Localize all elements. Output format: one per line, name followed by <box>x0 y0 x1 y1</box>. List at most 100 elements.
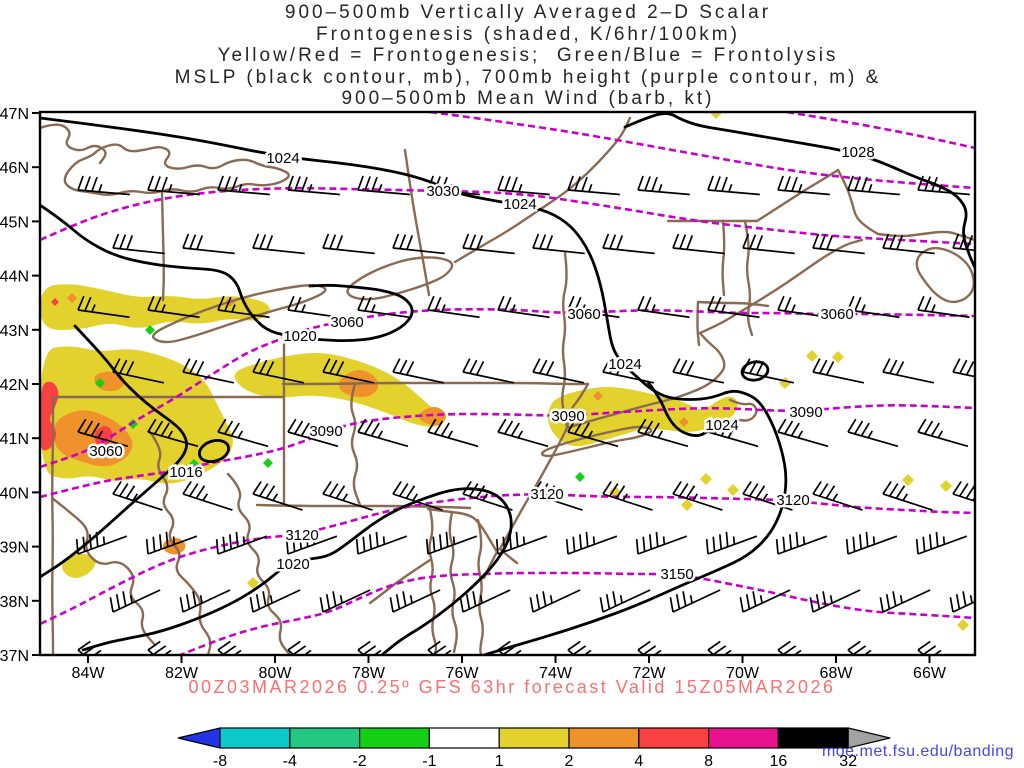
wind-barb <box>602 480 653 511</box>
frontogenesis-dot-yellow <box>710 112 722 119</box>
wind-barb <box>707 175 760 196</box>
frontogenesis-dot-yellow <box>940 480 952 492</box>
wind-barb <box>462 358 515 384</box>
colorbar-segment <box>359 727 431 749</box>
colorbar-tick-label: 2 <box>565 753 574 768</box>
wind-barb <box>427 295 480 319</box>
wind-barb <box>637 418 689 448</box>
wind-barb <box>425 531 478 555</box>
wind-barb <box>462 480 513 511</box>
wind-barb <box>147 295 200 319</box>
geography-border <box>226 472 292 655</box>
height-contour-label: 3120 <box>530 486 563 503</box>
mslp-contour-label: 1024 <box>266 150 299 167</box>
wind-barb <box>77 175 130 196</box>
chart-title: 900–500mb Vertically Averaged 2–D Scalar… <box>0 2 1024 110</box>
colorbar-tick-label: 32 <box>839 753 857 768</box>
lon-tick-label: 82W <box>165 665 199 682</box>
wind-barb <box>497 418 549 448</box>
geography-border <box>721 219 726 297</box>
height-contour-label: 3120 <box>285 527 318 544</box>
height-contour-label: 3060 <box>89 443 122 460</box>
height-contour-700mb <box>177 571 975 655</box>
wind-barb <box>532 358 585 384</box>
wind-barb <box>809 589 861 613</box>
lon-tick-label: 74W <box>539 665 573 682</box>
height-contour-label: 3090 <box>551 408 584 425</box>
wind-barb <box>812 480 863 511</box>
wind-barb <box>847 175 900 196</box>
wind-barb <box>705 531 758 555</box>
wind-barb <box>145 531 198 555</box>
lat-tick-label: 46N <box>0 160 29 177</box>
wind-barb <box>287 295 340 319</box>
geography-border <box>50 496 157 647</box>
wind-barb <box>179 589 231 613</box>
height-contour-label: 3090 <box>309 423 342 440</box>
mslp-closed-contour <box>740 360 770 382</box>
height-contour-700mb <box>786 112 975 150</box>
wind-barb <box>112 233 165 255</box>
wind-barb <box>217 175 270 196</box>
lon-tick-label: 80W <box>259 665 293 682</box>
lon-tick-label: 78W <box>352 665 386 682</box>
wind-barb <box>879 589 931 613</box>
wind-barb <box>882 480 933 511</box>
lat-tick-label: 45N <box>0 214 29 231</box>
wind-barb <box>182 480 233 511</box>
geography-border <box>836 168 880 236</box>
wind-barb <box>77 295 130 319</box>
wind-barb <box>952 358 975 378</box>
lon-tick-label: 84W <box>72 665 106 682</box>
mslp-contour-label: 1020 <box>283 328 316 345</box>
geography-border <box>428 507 438 655</box>
frontogenesis-dot-orange <box>593 391 603 401</box>
geography-border <box>160 191 165 302</box>
frontogenesis-dot-yellow <box>806 350 818 362</box>
geography-border <box>350 382 362 507</box>
banding-site-link[interactable]: moe.met.fsu.edu/banding <box>821 743 1014 760</box>
lat-tick-label: 41N <box>0 431 29 448</box>
wind-barb <box>777 418 829 448</box>
wind-barb <box>742 233 795 255</box>
mslp-contour <box>623 112 975 270</box>
mslp-contour-label: 1024 <box>503 196 536 213</box>
wind-barb <box>602 358 655 384</box>
wind-barb <box>567 295 620 319</box>
colorbar-tick-label: -1 <box>422 753 436 768</box>
wind-barb <box>357 295 410 319</box>
wind-barb <box>77 418 129 448</box>
frontogenesis-dot-orange <box>679 417 689 427</box>
geography-border <box>281 381 590 386</box>
wind-barb <box>952 233 975 252</box>
wind-barb <box>812 233 865 255</box>
wind-barb <box>389 589 441 613</box>
forecast-valid-text: 00Z03MAR2026 0.25º GFS 63hr forecast Val… <box>188 677 836 697</box>
frontogenesis-shading-orange <box>53 410 133 467</box>
title-line-4: MSLP (black contour, mb), 700mb height (… <box>174 66 882 88</box>
lat-tick-label: 44N <box>0 269 29 286</box>
wind-barb <box>707 295 760 319</box>
lon-tick-label: 70W <box>726 665 760 682</box>
colorbar-segment <box>289 727 361 749</box>
geography-border <box>696 300 701 347</box>
wind-barb <box>917 175 970 196</box>
geography-border <box>565 382 590 430</box>
geography-border <box>755 168 840 223</box>
wind-barb <box>847 418 899 448</box>
mslp-contour <box>81 487 513 655</box>
wind-barb <box>287 418 339 448</box>
wind-barb <box>845 531 898 555</box>
mslp-contour-label: 1024 <box>705 417 738 434</box>
geography-border <box>448 510 458 654</box>
geography-border <box>368 558 432 605</box>
wind-barb <box>217 295 270 319</box>
height-contour-label: 3060 <box>567 306 600 323</box>
frontogenesis-dot-yellow <box>681 499 693 511</box>
wind-barb <box>215 531 268 555</box>
wind-barb <box>742 480 793 511</box>
geography-border <box>426 507 499 554</box>
colorbar-tick-label: -8 <box>213 753 227 768</box>
